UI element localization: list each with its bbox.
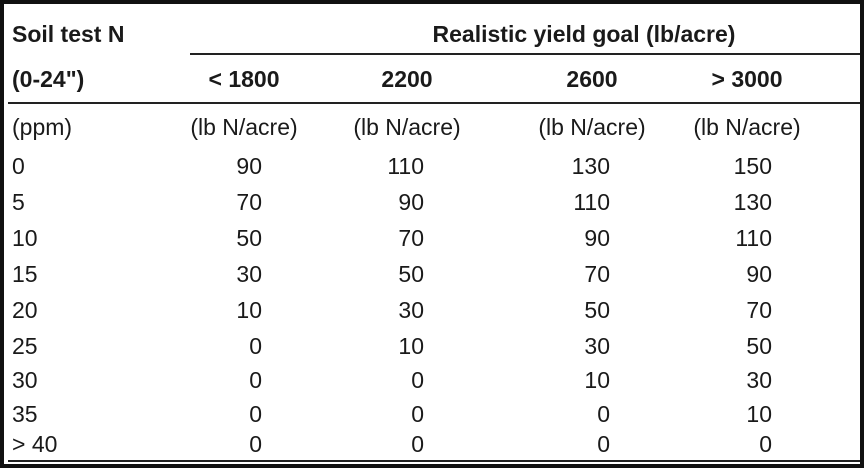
ppm-cell: 10 xyxy=(12,225,38,251)
value-cell: 50 xyxy=(398,261,424,287)
value-cell: 110 xyxy=(573,189,610,215)
value-cell: 0 xyxy=(249,401,262,427)
unit-ppm: (ppm) xyxy=(12,114,73,140)
value-cell: 0 xyxy=(411,431,424,457)
unit-col-3: (lb N/acre) xyxy=(538,114,646,140)
unit-col-1: (lb N/acre) xyxy=(190,114,298,140)
value-cell: 30 xyxy=(746,367,772,393)
value-cell: 110 xyxy=(387,153,424,179)
yield-goal-header: Realistic yield goal (lb/acre) xyxy=(432,21,736,47)
ppm-cell: 15 xyxy=(12,261,38,287)
table-bottom-rule xyxy=(8,460,860,462)
yield-goal-col-4: > 3000 xyxy=(711,66,783,92)
value-cell: 30 xyxy=(398,297,424,323)
value-cell: 0 xyxy=(597,431,610,457)
value-cell: 10 xyxy=(236,297,262,323)
value-cell: 0 xyxy=(249,333,262,359)
ppm-cell: 30 xyxy=(12,367,38,393)
value-cell: 0 xyxy=(411,401,424,427)
value-cell: 90 xyxy=(746,261,772,287)
ppm-cell: 0 xyxy=(12,153,25,179)
yield-goal-col-1: < 1800 xyxy=(208,66,280,92)
yield-goal-col-3: 2600 xyxy=(566,66,618,92)
value-cell: 130 xyxy=(733,189,772,215)
ppm-cell: 20 xyxy=(12,297,38,323)
value-cell: 90 xyxy=(584,225,610,251)
value-cell: 0 xyxy=(411,367,424,393)
ppm-cell: 35 xyxy=(12,401,38,427)
value-cell: 0 xyxy=(597,401,610,427)
soil-test-header: Soil test N xyxy=(12,21,125,47)
value-cell: 30 xyxy=(584,333,610,359)
value-cell: 10 xyxy=(584,367,610,393)
value-cell: 70 xyxy=(746,297,772,323)
depth-header: (0-24") xyxy=(12,66,85,92)
value-cell: 90 xyxy=(236,153,262,179)
value-cell: 110 xyxy=(735,225,772,251)
value-cell: 10 xyxy=(398,333,424,359)
value-cell: 0 xyxy=(759,431,772,457)
value-cell: 70 xyxy=(236,189,262,215)
value-cell: 0 xyxy=(249,367,262,393)
value-cell: 50 xyxy=(584,297,610,323)
value-cell: 50 xyxy=(746,333,772,359)
header-divider xyxy=(8,102,860,104)
value-cell: 150 xyxy=(733,153,772,179)
yield-goal-underline xyxy=(190,53,860,55)
unit-col-4: (lb N/acre) xyxy=(693,114,801,140)
value-cell: 0 xyxy=(249,431,262,457)
value-cell: 30 xyxy=(236,261,262,287)
value-cell: 130 xyxy=(571,153,610,179)
unit-col-2: (lb N/acre) xyxy=(353,114,461,140)
value-cell: 70 xyxy=(398,225,424,251)
value-cell: 10 xyxy=(746,401,772,427)
value-cell: 70 xyxy=(584,261,610,287)
ppm-cell: > 40 xyxy=(12,431,58,457)
yield-goal-col-2: 2200 xyxy=(381,66,433,92)
ppm-cell: 5 xyxy=(12,189,25,215)
ppm-cell: 25 xyxy=(12,333,38,359)
value-cell: 90 xyxy=(398,189,424,215)
value-cell: 50 xyxy=(236,225,262,251)
